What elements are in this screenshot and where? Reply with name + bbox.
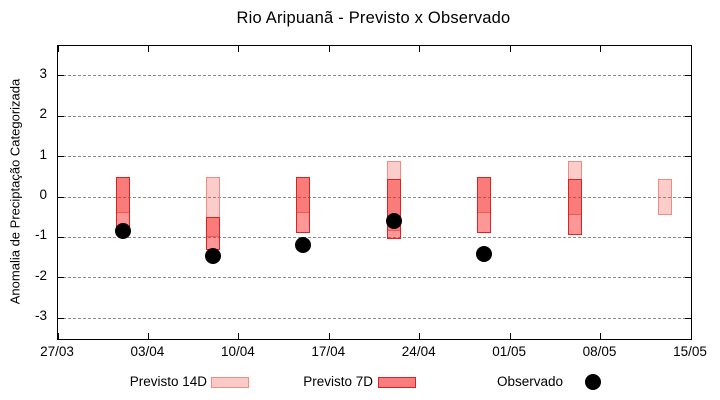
x-tick: [238, 333, 240, 339]
y-tick: [685, 115, 691, 117]
y-tick: [58, 75, 64, 77]
gridline: [58, 196, 691, 198]
y-tick: [685, 236, 691, 238]
x-tick: [419, 46, 421, 52]
x-tick: [328, 333, 330, 339]
previsto-7d-bar: [386, 178, 401, 240]
y-tick-label: -3: [34, 308, 47, 324]
observado-point: [476, 245, 493, 262]
x-tick: [57, 333, 59, 339]
previsto-14d-swatch-icon: [211, 377, 249, 388]
y-tick: [58, 236, 64, 238]
gridline: [58, 277, 691, 279]
x-tick-label: 08/05: [582, 344, 617, 359]
x-tick: [600, 333, 602, 339]
y-tick: [58, 277, 64, 279]
observado-point: [114, 223, 131, 240]
observado-point: [385, 213, 402, 230]
y-tick-label: 2: [39, 106, 47, 122]
y-tick-label: -2: [34, 267, 47, 283]
x-tick-label: 15/05: [673, 344, 707, 359]
y-tick: [58, 156, 64, 158]
previsto-7d-bar: [115, 176, 130, 228]
x-tick: [238, 46, 240, 52]
legend-label-observado: Observado: [496, 374, 563, 389]
gridline: [58, 115, 691, 117]
x-tick-label: 24/04: [401, 344, 436, 359]
x-tick-label: 17/04: [311, 344, 346, 359]
gridline: [58, 236, 691, 238]
previsto-14d-bar: [206, 176, 221, 238]
x-tick: [690, 46, 692, 52]
y-tick: [685, 75, 691, 77]
observado-point: [295, 237, 312, 254]
previsto-7d-bar: [477, 176, 492, 234]
y-tick-label: -1: [34, 227, 47, 243]
gridline: [58, 317, 691, 319]
previsto-7d-bar: [206, 217, 221, 250]
y-tick: [58, 196, 64, 198]
x-tick: [57, 46, 59, 52]
y-tick-label: 3: [39, 65, 47, 81]
gridline: [58, 75, 691, 77]
previsto-7d-bar: [296, 176, 311, 234]
x-tick: [509, 46, 511, 52]
y-tick: [58, 115, 64, 117]
x-tick: [600, 46, 602, 52]
x-tick-label: 03/04: [130, 344, 165, 359]
x-tick-label: 27/03: [40, 344, 74, 359]
previsto-7d-bar: [567, 178, 582, 236]
observado-dot-icon: [585, 374, 601, 390]
y-tick: [685, 277, 691, 279]
x-tick: [690, 333, 692, 339]
x-tick-label: 10/04: [220, 344, 255, 359]
y-tick-label: 0: [39, 187, 47, 202]
legend-label-previsto-7d: Previsto 7D: [303, 374, 373, 389]
x-tick: [509, 333, 511, 339]
x-tick: [328, 46, 330, 52]
previsto-7d-swatch-icon: [378, 377, 416, 388]
y-tick: [685, 196, 691, 198]
x-tick: [147, 333, 149, 339]
observado-point: [205, 247, 222, 264]
x-tick-label: 01/05: [492, 344, 527, 359]
y-tick: [58, 317, 64, 319]
x-tick: [419, 333, 421, 339]
chart-title: Rio Aripuanã - Previsto x Observado: [236, 9, 511, 27]
previsto-14d-bar: [658, 178, 673, 216]
legend-label-previsto-14d: Previsto 14D: [129, 374, 207, 389]
y-tick: [685, 317, 691, 319]
gridline: [58, 156, 691, 158]
y-tick-label: 1: [39, 146, 47, 162]
y-tick: [685, 156, 691, 158]
plot-area: [57, 45, 692, 340]
x-tick: [147, 46, 149, 52]
